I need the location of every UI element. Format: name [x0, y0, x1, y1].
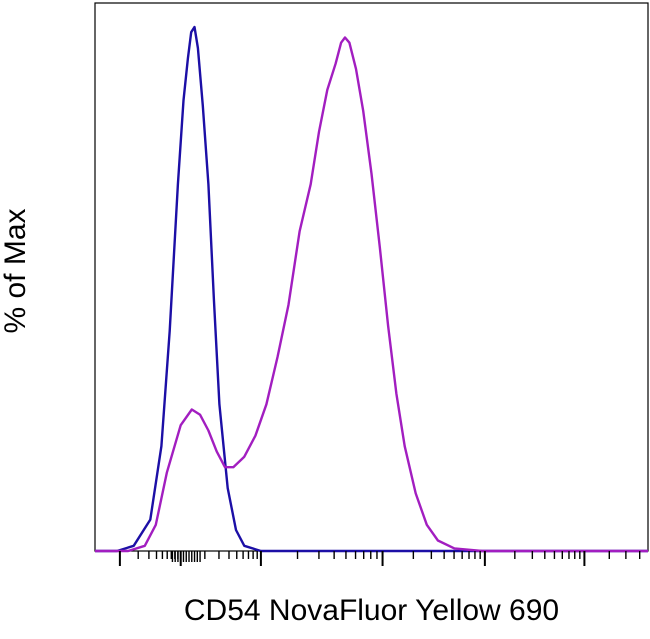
y-axis-label: % of Max [0, 208, 32, 334]
plot-frame [94, 2, 649, 552]
series-line-2 [95, 36, 648, 553]
series-line-1 [95, 25, 648, 553]
x-axis-label: CD54 NovaFluor Yellow 690 [183, 594, 560, 627]
